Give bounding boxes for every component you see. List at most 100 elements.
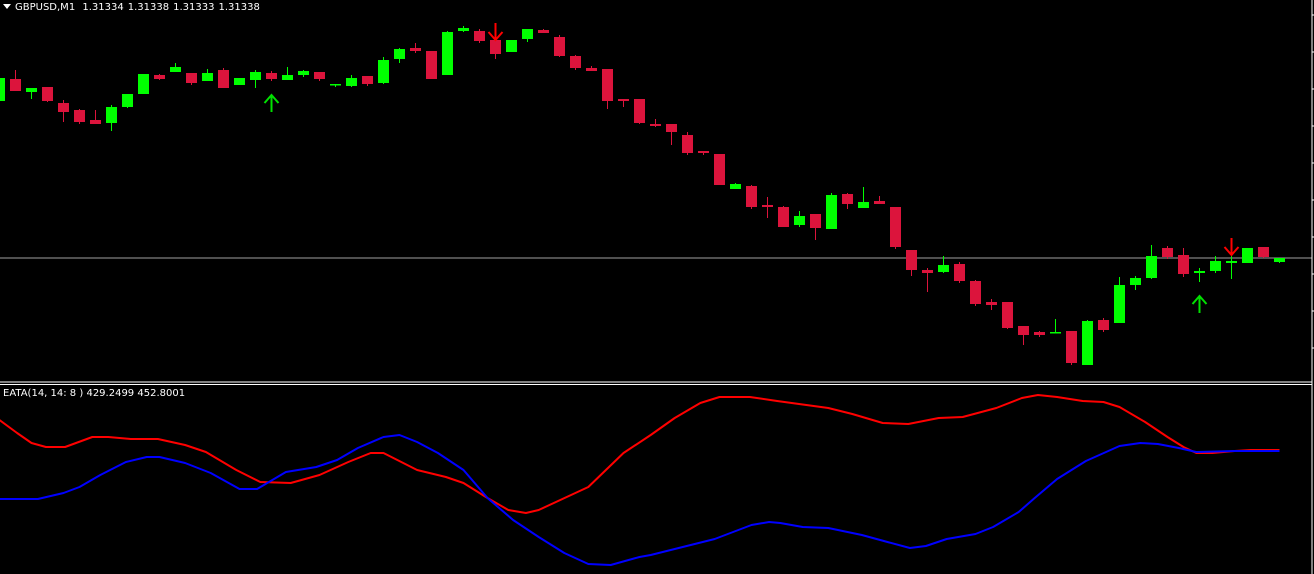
bull-candle — [458, 26, 469, 32]
candle-body — [218, 70, 229, 88]
candle-body — [1162, 248, 1173, 257]
bull-candle — [250, 70, 261, 88]
bull-candle — [938, 256, 949, 273]
candle-body — [730, 184, 741, 189]
dropdown-triangle-icon[interactable] — [3, 4, 11, 9]
candle-body — [810, 214, 821, 228]
candle-body — [458, 28, 469, 31]
candle-body — [490, 40, 501, 54]
bull-candle — [346, 75, 357, 87]
candle-body — [154, 75, 165, 79]
candle-body — [1034, 332, 1045, 335]
buy-arrow-icon — [263, 93, 280, 112]
candle-body — [1066, 331, 1077, 363]
candle-body — [986, 302, 997, 305]
bear-candle — [410, 43, 421, 53]
candle-body — [698, 151, 709, 153]
candle-body — [378, 60, 389, 83]
bull-candle — [170, 63, 181, 72]
candle-body — [394, 49, 405, 59]
bear-candle — [1018, 326, 1029, 345]
bear-candle — [842, 193, 853, 209]
bull-candle — [330, 84, 341, 87]
bull-candle — [394, 48, 405, 63]
candle-body — [554, 37, 565, 56]
bear-candle — [922, 268, 933, 292]
indicator-header: EATA(14, 14: 8 ) 429.2499 452.8001 — [3, 388, 185, 399]
candle-body — [442, 32, 453, 75]
candle-body — [26, 88, 37, 92]
candle-body — [298, 71, 309, 75]
bull-candle — [1242, 248, 1253, 263]
bear-candle — [266, 71, 277, 81]
sell-arrow-icon — [1223, 238, 1240, 257]
bear-candle — [714, 154, 725, 185]
bear-candle — [90, 110, 101, 124]
candle-body — [1098, 320, 1109, 330]
bear-candle — [1258, 247, 1269, 258]
bear-candle — [778, 206, 789, 227]
bear-candle — [218, 68, 229, 88]
bear-candle — [362, 76, 373, 86]
candle-body — [874, 201, 885, 204]
bear-candle — [314, 72, 325, 81]
bull-candle — [0, 78, 5, 101]
candle-body — [1018, 326, 1029, 335]
candle-body — [42, 87, 53, 101]
bull-candle — [26, 88, 37, 99]
bear-candle — [874, 196, 885, 204]
candle-body — [778, 207, 789, 227]
bull-candle — [794, 211, 805, 227]
candle-body — [426, 51, 437, 79]
bear-candle — [762, 197, 773, 218]
candle-body — [202, 73, 213, 81]
bear-candle — [746, 185, 757, 209]
candle-body — [330, 84, 341, 86]
bull-candle — [298, 70, 309, 77]
bear-candle — [474, 29, 485, 43]
candle-body — [1082, 321, 1093, 365]
candle-body — [682, 135, 693, 153]
bear-candle — [426, 51, 437, 79]
candle-body — [1274, 258, 1285, 262]
candle-body — [970, 281, 981, 304]
candle-body — [362, 76, 373, 84]
candle-body — [714, 154, 725, 185]
candle-body — [0, 78, 5, 101]
candle-body — [602, 69, 613, 101]
candle-body — [1178, 255, 1189, 274]
candle-body — [10, 79, 21, 91]
bear-candle — [554, 35, 565, 57]
bear-candle — [618, 99, 629, 107]
bear-candle — [1002, 302, 1013, 329]
bull-candle — [138, 74, 149, 94]
bear-candle — [986, 299, 997, 310]
high-price: 1.31338 — [127, 2, 170, 13]
candle-body — [906, 250, 917, 270]
indicator-panel[interactable] — [0, 394, 1280, 566]
indicator-value-2: 452.8001 — [137, 388, 186, 399]
bear-candle — [74, 109, 85, 124]
bear-candle — [1098, 318, 1109, 332]
bull-candle — [1274, 258, 1285, 263]
candle-body — [74, 110, 85, 122]
bull-candle — [1130, 276, 1141, 290]
bull-candle — [1226, 255, 1237, 279]
bear-candle — [602, 69, 613, 109]
candle-body — [122, 94, 133, 107]
candle-body — [58, 103, 69, 112]
bull-candle — [1210, 256, 1221, 273]
candle-body — [650, 124, 661, 126]
candle-body — [266, 73, 277, 79]
candle-body — [474, 31, 485, 41]
chart-header: GBPUSD,M1 1.31334 1.31338 1.31333 1.31338 — [3, 2, 264, 13]
indicator-label: EATA(14, 14: 8 ) — [3, 388, 84, 399]
bear-candle — [682, 132, 693, 155]
bear-candle — [186, 73, 197, 85]
bull-candle — [1050, 319, 1061, 334]
candle-body — [618, 99, 629, 101]
candle-body — [858, 202, 869, 208]
bear-candle — [538, 29, 549, 33]
